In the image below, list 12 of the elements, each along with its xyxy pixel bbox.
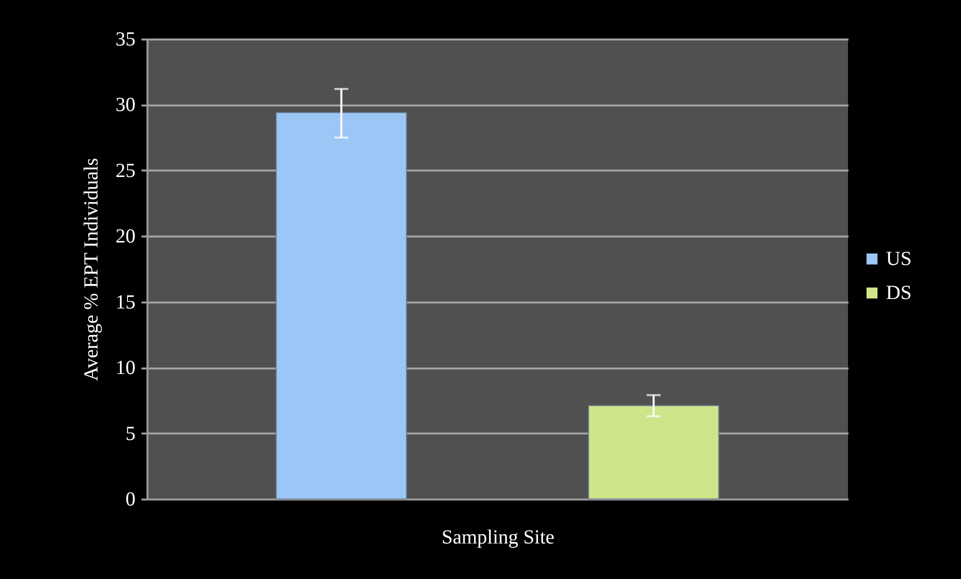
legend-label: DS <box>886 282 912 304</box>
y-tick-label: 5 <box>126 422 136 445</box>
x-axis-title: Sampling Site <box>442 526 555 548</box>
y-tick-label: 15 <box>116 291 136 314</box>
y-tick-label: 20 <box>116 226 136 248</box>
y-axis-title: Average % EPT Individuals <box>80 158 102 382</box>
y-tick-label: 35 <box>116 28 136 50</box>
y-tick-label: 25 <box>116 160 136 182</box>
legend-label: US <box>886 248 912 270</box>
y-tick-label: 30 <box>116 94 136 116</box>
y-tick-label: 0 <box>126 488 136 510</box>
y-tick-label: 10 <box>116 357 136 380</box>
